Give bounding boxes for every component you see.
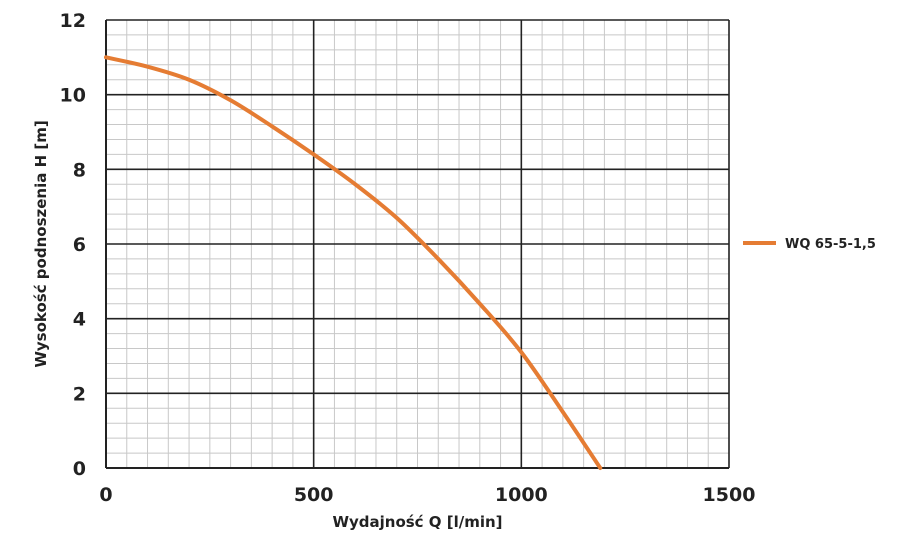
y-tick-label: 0 (73, 458, 86, 480)
legend: WQ 65-5-1,5 (743, 237, 876, 252)
x-tick-labels: 0 500 1000 1500 (99, 484, 755, 506)
x-tick-label: 500 (294, 484, 334, 506)
y-tick-label: 10 (60, 85, 86, 107)
y-tick-label: 12 (60, 10, 86, 32)
legend-label: WQ 65-5-1,5 (785, 237, 876, 252)
x-axis-title: Wydajność Q [l/min] (332, 513, 502, 531)
series-line-0 (104, 55, 603, 470)
y-tick-label: 4 (73, 309, 86, 331)
series-layer (104, 55, 603, 470)
y-axis-title: Wysokość podnoszenia H [m] (32, 120, 50, 367)
y-tick-labels: 0 2 4 6 8 10 12 (60, 10, 86, 480)
axes (105, 20, 729, 469)
x-tick-label: 1000 (495, 484, 548, 506)
x-tick-label: 0 (99, 484, 112, 506)
x-tick-label: 1500 (703, 484, 756, 506)
y-tick-label: 6 (73, 234, 86, 256)
y-tick-label: 8 (73, 159, 86, 181)
y-tick-label: 2 (73, 383, 86, 405)
major-grid (106, 19, 730, 468)
